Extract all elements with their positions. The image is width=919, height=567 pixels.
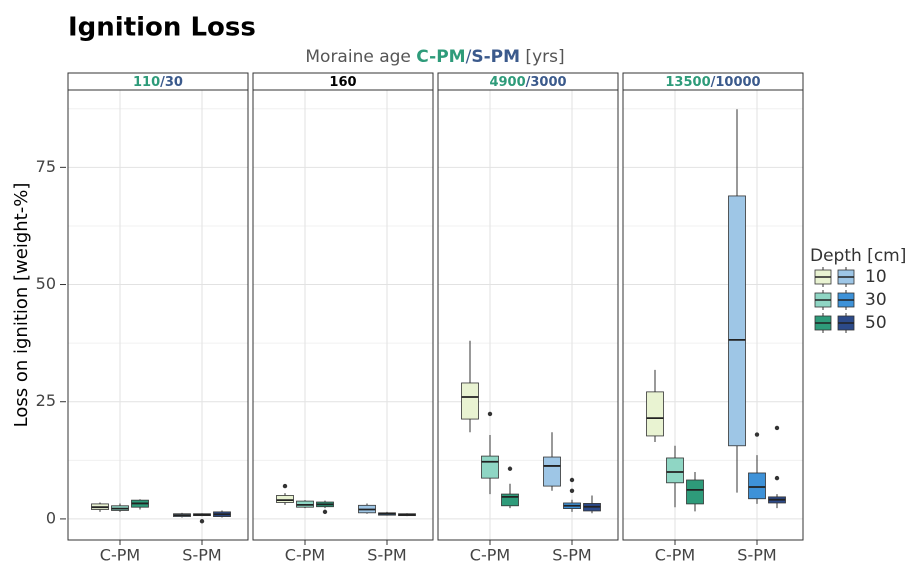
y-tick-label: 75	[36, 157, 56, 176]
subtitle-part: /	[466, 47, 472, 67]
panel-border	[252, 89, 434, 541]
facet-label-part: 4900	[489, 75, 525, 90]
panel-border	[437, 89, 619, 541]
x-tick-label: S-PM	[737, 546, 776, 565]
chart-subtitle: Moraine age C-PM/S-PM [yrs]	[305, 47, 564, 67]
chart-title: Ignition Loss	[68, 13, 256, 43]
y-tick-label: 50	[36, 274, 56, 293]
y-axis-label: Loss on ignition [weight-%]	[11, 183, 32, 428]
box	[686, 479, 704, 505]
box	[276, 495, 294, 503]
facet-label-part: /10000	[711, 75, 761, 90]
box	[461, 382, 479, 420]
box	[646, 391, 664, 437]
box	[728, 195, 746, 447]
legend-label: 10	[865, 267, 887, 287]
box	[666, 457, 684, 484]
x-tick-label: S-PM	[367, 546, 406, 565]
outlier	[569, 488, 575, 493]
facet-label-part: /30	[160, 75, 183, 90]
outlier	[774, 425, 780, 431]
facet-label: 4900/3000	[489, 75, 566, 90]
panel-border	[622, 89, 804, 541]
facet-label-part: /3000	[526, 75, 567, 90]
outlier	[322, 509, 328, 515]
panel	[68, 90, 248, 540]
subtitle-part: C-PM	[416, 47, 465, 67]
outlier	[507, 466, 513, 471]
facet-label-part: 13500	[665, 75, 710, 90]
subtitle-part: [yrs]	[520, 47, 565, 67]
facet-label: 13500/10000	[665, 75, 760, 90]
legend-label: 50	[865, 313, 887, 333]
facet-label-part: 160	[329, 75, 356, 90]
y-tick-label: 25	[36, 391, 56, 410]
x-tick-label: C-PM	[100, 546, 140, 565]
y-tick-label: 0	[46, 508, 56, 527]
legend-label: 30	[865, 290, 887, 310]
outlier	[754, 432, 760, 437]
outlier	[487, 411, 493, 417]
x-tick-label: C-PM	[285, 546, 325, 565]
x-tick-label: C-PM	[655, 546, 695, 565]
subtitle-part: Moraine age	[305, 47, 416, 67]
facet-label: 160	[329, 75, 356, 90]
outlier	[282, 483, 288, 489]
x-tick-label: S-PM	[552, 546, 591, 565]
legend-title: Depth [cm]	[810, 246, 906, 266]
facet-label: 110/30	[133, 75, 183, 90]
outlier	[569, 477, 575, 483]
box	[748, 472, 766, 500]
panel	[253, 90, 433, 540]
panel-border	[67, 89, 249, 541]
box	[481, 455, 499, 479]
panel	[438, 90, 618, 540]
x-tick-label: S-PM	[182, 546, 221, 565]
box	[501, 493, 519, 507]
panel	[623, 90, 803, 540]
box	[543, 456, 561, 487]
x-tick-label: C-PM	[470, 546, 510, 565]
subtitle-part: S-PM	[471, 47, 520, 67]
outlier	[774, 475, 780, 481]
outlier	[199, 519, 205, 524]
facet-label-part: 110	[133, 75, 160, 90]
